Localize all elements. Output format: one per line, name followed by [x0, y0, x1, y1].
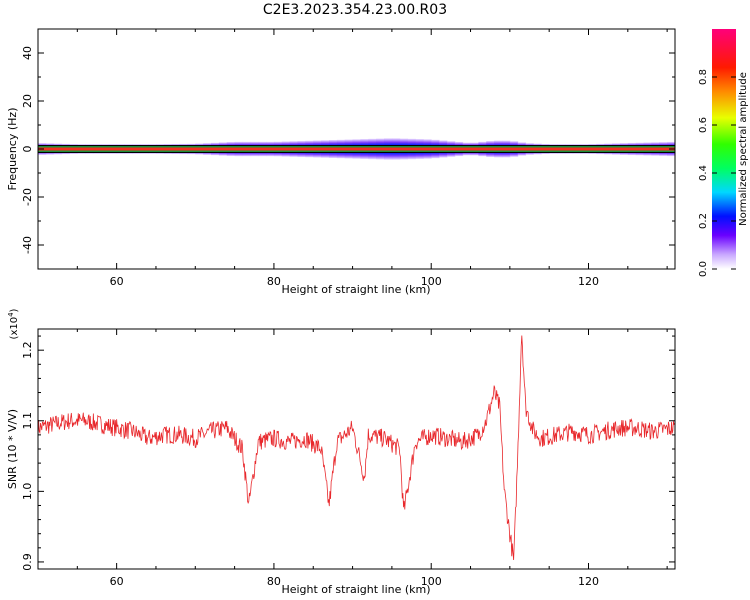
- figure-title: C2E3.2023.354.23.00.R03: [263, 2, 447, 18]
- snr-line: [38, 335, 675, 560]
- colorbar-tick-label: 0.8: [698, 69, 709, 85]
- spectrogram-y-tick-label: 20: [21, 94, 34, 108]
- snr-x-axis-label: Height of straight line (km): [281, 583, 430, 596]
- spectrogram-y-tick-label: 0: [21, 146, 34, 153]
- spectrogram-y-axis-label: Frequency (Hz): [6, 108, 19, 191]
- snr-x-tick-label: 100: [421, 575, 442, 588]
- spectrogram-axes: 60 80 100 120 -40 -20 0 20 40: [21, 28, 675, 288]
- spectrogram-x-tick-label: 120: [578, 275, 599, 288]
- spectrogram-x-axis-label: Height of straight line (km): [281, 283, 430, 296]
- spectrogram-y-tick-label: -20: [21, 188, 34, 206]
- colorbar-tick-label: 0.2: [698, 213, 709, 229]
- snr-x-tick-label: 80: [267, 575, 281, 588]
- snr-y-tick-label: 1.0: [21, 483, 34, 501]
- colorbar-gradient: [712, 29, 736, 269]
- spectrogram-panel: 60 80 100 120 -40 -20 0 20 40 Height of straight…: [6, 28, 676, 296]
- colorbar-tick-label: 0.6: [698, 117, 709, 133]
- snr-y-tick-label: 1.1: [21, 412, 34, 430]
- snr-y-tick-label: 0.9: [21, 553, 34, 571]
- colorbar-label: Normalized spectral amplitude: [738, 72, 749, 226]
- snr-plot-area: [38, 335, 675, 560]
- snr-panel: 60 80 100 120 0.9 1.0 1.1 1.2 Height of straigh…: [6, 308, 676, 596]
- snr-y-axis-label: SNR (10 * V/V): [6, 409, 19, 489]
- colorbar-tick-label: 0.0: [698, 261, 709, 277]
- snr-x-tick-label: 60: [110, 575, 124, 588]
- colorbar-ticks: 0.0 0.2 0.4 0.6 0.8: [698, 69, 736, 277]
- snr-x-tick-label: 120: [578, 575, 599, 588]
- spectrogram-x-tick-label: 60: [110, 275, 124, 288]
- snr-y-tick-label: 1.2: [21, 341, 34, 359]
- spectrogram-plot-area: [38, 138, 675, 160]
- spectrogram-x-tick-label: 100: [421, 275, 442, 288]
- spectrogram-y-tick-label: 40: [21, 46, 34, 60]
- colorbar-tick-label: 0.4: [698, 165, 709, 181]
- spectrogram-x-tick-label: 80: [267, 275, 281, 288]
- spectrogram-y-tick-label: -40: [21, 236, 34, 254]
- snr-axes: 60 80 100 120 0.9 1.0 1.1 1.2: [21, 329, 675, 588]
- snr-y-multiplier: (x104): [7, 308, 20, 339]
- spectrogram-peak-ridge: [38, 147, 675, 151]
- colorbar: 0.0 0.2 0.4 0.6 0.8 Normalized spectral ampl…: [698, 29, 749, 277]
